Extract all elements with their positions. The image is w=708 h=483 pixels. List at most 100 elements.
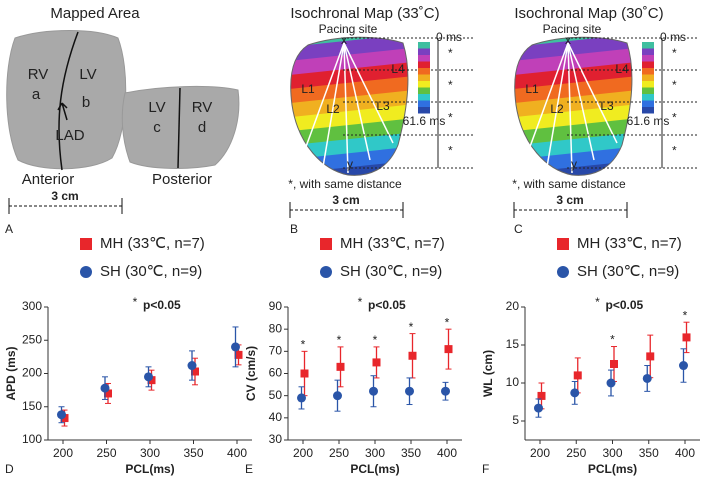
legend-label: SH (30℃, n=9) bbox=[340, 263, 442, 280]
distance-mark: * bbox=[672, 78, 677, 92]
distance-mark: * bbox=[672, 46, 677, 60]
color-scale bbox=[642, 81, 654, 88]
y-tick-label: 50 bbox=[269, 388, 283, 402]
panel-c: Isochronal Map (30˚C) L1 L2 L3 L4 x y Pacing si… bbox=[512, 5, 697, 236]
legend-marker bbox=[80, 266, 92, 278]
isochrone-band bbox=[290, 73, 408, 107]
color-scale bbox=[418, 87, 430, 94]
x-tick-label: 400 bbox=[227, 446, 247, 460]
posterior-tissue bbox=[121, 85, 240, 169]
significance-star: * bbox=[373, 333, 378, 347]
y-tick-label: 20 bbox=[506, 299, 520, 313]
y-axis-label: WL (cm) bbox=[481, 350, 495, 397]
data-point bbox=[646, 352, 655, 361]
isochrone-band bbox=[290, 59, 408, 93]
isochrone-band bbox=[514, 73, 632, 107]
color-scale bbox=[418, 48, 430, 55]
x-axis-label: PCL(ms) bbox=[350, 462, 399, 476]
point-label: x bbox=[565, 33, 571, 47]
y-tick-label: 300 bbox=[22, 299, 42, 313]
data-point bbox=[679, 361, 688, 371]
data-point bbox=[441, 386, 450, 396]
y-tick-label: 60 bbox=[269, 366, 283, 380]
line-label: L3 bbox=[376, 99, 390, 113]
data-point bbox=[297, 393, 306, 403]
view-label: Anterior bbox=[22, 171, 75, 188]
color-scale bbox=[418, 42, 430, 49]
y-tick-label: 70 bbox=[269, 344, 283, 358]
annotation-star: * bbox=[133, 295, 138, 309]
color-scale bbox=[418, 94, 430, 101]
region-label: LV bbox=[148, 99, 165, 116]
isochrone-band bbox=[290, 87, 408, 121]
panel-title: Mapped Area bbox=[50, 5, 140, 22]
x-tick-label: 350 bbox=[639, 446, 659, 460]
line-label: L2 bbox=[326, 102, 340, 116]
y-tick-label: 10 bbox=[506, 375, 520, 389]
data-point bbox=[369, 386, 378, 396]
scale-start: 0 ms bbox=[660, 30, 686, 44]
isochrone-band bbox=[290, 115, 408, 149]
data-point bbox=[187, 361, 197, 371]
data-point bbox=[234, 350, 243, 359]
panel-letter: B bbox=[290, 222, 298, 236]
x-tick-label: 300 bbox=[602, 446, 622, 460]
data-point bbox=[573, 371, 582, 380]
data-point bbox=[408, 351, 417, 360]
y-tick-label: 200 bbox=[22, 366, 42, 380]
scale-start: 0 ms bbox=[436, 30, 462, 44]
significance-star: * bbox=[683, 308, 688, 322]
x-tick-label: 250 bbox=[329, 446, 349, 460]
x-tick-label: 250 bbox=[96, 446, 116, 460]
annotation-star: * bbox=[595, 295, 600, 309]
x-tick-label: 400 bbox=[437, 446, 457, 460]
data-point bbox=[144, 372, 153, 382]
panel-letter: A bbox=[5, 222, 13, 236]
color-scale bbox=[418, 107, 430, 114]
pacing-label: Pacing site bbox=[543, 22, 602, 36]
isochrone-band bbox=[514, 87, 632, 121]
color-scale bbox=[418, 81, 430, 88]
distance-mark: * bbox=[448, 111, 453, 125]
y-tick-label: 30 bbox=[269, 432, 283, 446]
color-scale bbox=[418, 100, 430, 107]
annotation: p<0.05 bbox=[143, 298, 181, 312]
distance-note: *, with same distance bbox=[288, 177, 402, 191]
color-scale bbox=[418, 61, 430, 68]
data-point bbox=[336, 362, 345, 371]
view-label: Posterior bbox=[152, 171, 212, 188]
color-scale bbox=[642, 100, 654, 107]
line-label: L3 bbox=[600, 99, 614, 113]
x-tick-label: 200 bbox=[293, 446, 313, 460]
y-tick-label: 5 bbox=[512, 413, 519, 427]
color-scale bbox=[642, 68, 654, 75]
panel-letter: F bbox=[482, 462, 489, 476]
region-label: d bbox=[198, 119, 206, 136]
y-tick-label: 15 bbox=[506, 337, 520, 351]
lad-arrow bbox=[57, 102, 68, 121]
distance-mark: * bbox=[448, 46, 453, 60]
data-point bbox=[372, 358, 381, 367]
region-label: LAD bbox=[55, 127, 84, 144]
color-scale bbox=[642, 74, 654, 81]
region-label: RV bbox=[28, 66, 49, 83]
y-tick-label: 100 bbox=[22, 432, 42, 446]
point-label: y bbox=[571, 157, 577, 171]
isochrone-band bbox=[514, 101, 632, 135]
line-label: L4 bbox=[615, 62, 629, 76]
color-scale bbox=[642, 94, 654, 101]
significance-star: * bbox=[337, 333, 342, 347]
data-point bbox=[444, 345, 453, 354]
line-label: L2 bbox=[550, 102, 564, 116]
annotation: p<0.05 bbox=[368, 298, 406, 312]
lad-line bbox=[58, 31, 79, 171]
panel-letter: D bbox=[5, 462, 14, 476]
data-point bbox=[610, 360, 618, 368]
x-tick-label: 400 bbox=[675, 446, 695, 460]
data-point bbox=[642, 373, 652, 383]
legend-label: MH (33℃, n=7) bbox=[577, 235, 682, 252]
data-point bbox=[333, 391, 342, 401]
panel-a: Mapped Area RV a LV b LAD Anterior LV c … bbox=[5, 5, 240, 236]
region-label: b bbox=[82, 94, 90, 111]
